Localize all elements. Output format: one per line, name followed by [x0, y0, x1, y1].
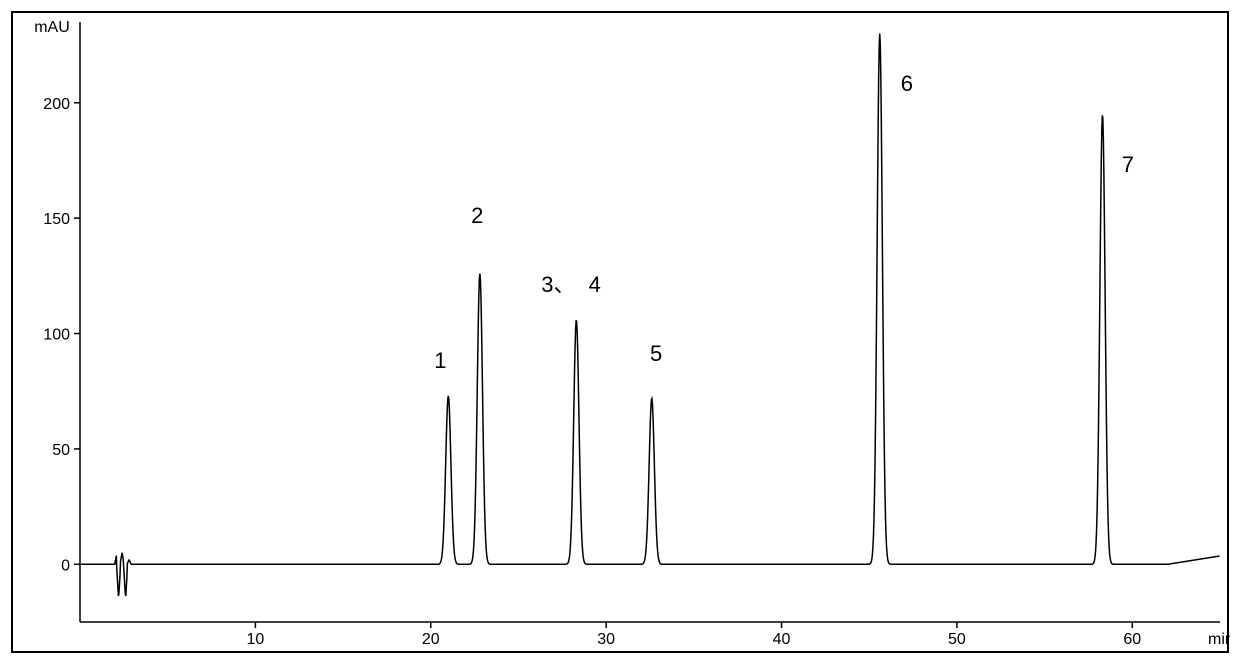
- peak-label: 4: [589, 272, 601, 297]
- peak-label: 7: [1122, 152, 1134, 177]
- x-tick-label: 50: [948, 631, 966, 648]
- chromatogram-trace: [80, 34, 1220, 597]
- peak-label: 5: [650, 341, 662, 366]
- peak-label: 3、: [541, 272, 575, 297]
- y-tick-label: 150: [43, 211, 70, 228]
- x-axis-label: min: [1208, 631, 1230, 648]
- peak-label: 2: [471, 203, 483, 228]
- y-axis-label: mAU: [34, 19, 70, 36]
- peak-label: 1: [434, 348, 446, 373]
- chart-svg: 0 50 100 150 200 mAU 10 20 30 40 50 60 min 1 2 3、 4 5 6 7: [10, 10, 1230, 654]
- y-tick-label: 200: [43, 96, 70, 113]
- y-tick-label: 100: [43, 327, 70, 344]
- x-tick-label: 60: [1123, 631, 1141, 648]
- y-tick-label: 50: [52, 442, 70, 459]
- chromatogram-chart: 0 50 100 150 200 mAU 10 20 30 40 50 60 min 1 2 3、 4 5 6 7: [10, 10, 1230, 654]
- y-tick-label: 0: [61, 557, 70, 574]
- x-tick-label: 40: [773, 631, 791, 648]
- peak-label: 6: [901, 71, 913, 96]
- x-tick-label: 20: [422, 631, 440, 648]
- x-tick-label: 30: [597, 631, 615, 648]
- x-tick-label: 10: [246, 631, 264, 648]
